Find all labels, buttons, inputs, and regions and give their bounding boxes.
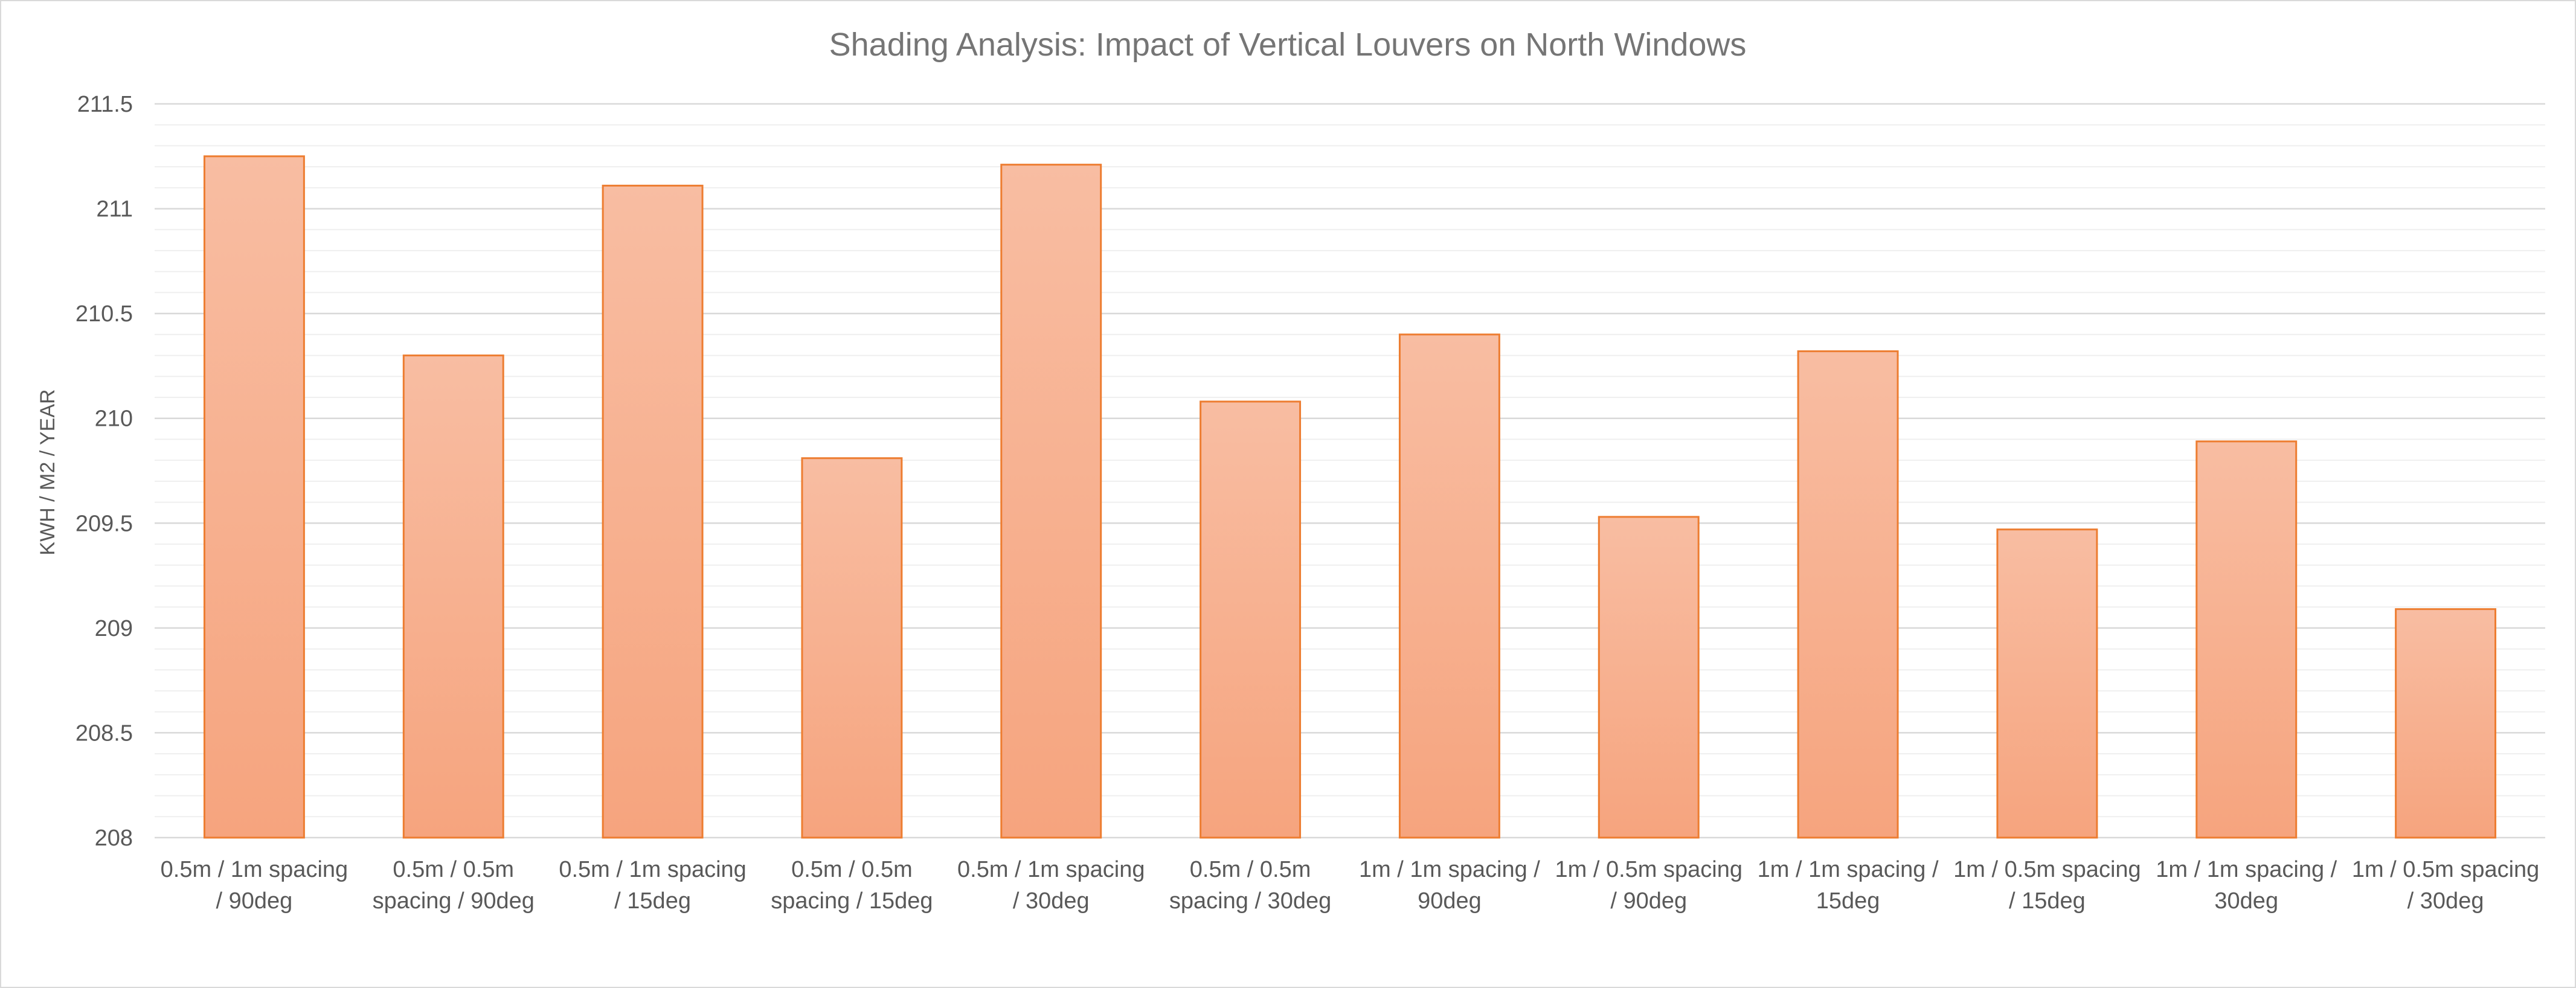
bar bbox=[2195, 440, 2298, 839]
y-tick-label: 208.5 bbox=[75, 720, 133, 746]
bar bbox=[602, 184, 704, 839]
bar bbox=[1200, 400, 1302, 839]
x-tick-label: 1m / 1m spacing /30deg bbox=[2156, 857, 2337, 914]
y-tick-label: 210.5 bbox=[75, 301, 133, 327]
bars bbox=[203, 155, 2497, 839]
y-axis-label: KWH / M2 / YEAR bbox=[36, 389, 59, 555]
x-tick-label: 0.5m / 1m spacing/ 15deg bbox=[559, 857, 746, 914]
x-axis-ticks: 0.5m / 1m spacing/ 90deg 0.5m / 0.5m spaci… bbox=[161, 857, 2540, 914]
major-gridlines bbox=[155, 103, 2545, 839]
bar bbox=[2395, 608, 2497, 839]
x-tick-label: 1m / 1m spacing /15deg bbox=[1758, 857, 1939, 914]
x-tick-label: 1m / 0.5m spacing/ 15deg bbox=[1953, 857, 2141, 914]
y-tick-label: 211 bbox=[96, 197, 133, 222]
y-axis-ticks: 208 208.5 209 209.5 210 210.5 211 211.5 bbox=[75, 92, 133, 851]
bar bbox=[402, 354, 504, 839]
bar bbox=[1598, 516, 1700, 839]
y-tick-label: 210 bbox=[95, 406, 133, 432]
x-tick-label: 0.5m / 1m spacing/ 90deg bbox=[161, 857, 348, 914]
x-tick-label: 0.5m / 1m spacing/ 30deg bbox=[957, 857, 1145, 914]
x-tick-label: 1m / 0.5m spacing/ 90deg bbox=[1555, 857, 1742, 914]
bar bbox=[1797, 350, 1899, 839]
y-tick-label: 211.5 bbox=[77, 92, 133, 117]
y-tick-label: 209.5 bbox=[75, 511, 133, 536]
chart-title: Shading Analysis: Impact of Vertical Lou… bbox=[829, 27, 1747, 63]
x-tick-label: 0.5m / 0.5m spacing / 30deg bbox=[1169, 857, 1331, 914]
x-tick-label: 1m / 1m spacing /90deg bbox=[1359, 857, 1540, 914]
bar bbox=[1996, 528, 2098, 839]
minor-gridlines bbox=[155, 103, 2545, 838]
x-tick-label: 1m / 0.5m spacing/ 30deg bbox=[2352, 857, 2539, 914]
bar bbox=[801, 457, 903, 839]
x-tick-label: 0.5m / 0.5m spacing / 15deg bbox=[771, 857, 933, 914]
bar bbox=[203, 155, 305, 839]
y-tick-label: 209 bbox=[95, 616, 133, 641]
x-tick-label: 0.5m / 0.5m spacing / 90deg bbox=[373, 857, 535, 914]
bar bbox=[1398, 333, 1500, 839]
bar bbox=[1000, 164, 1102, 839]
y-tick-label: 208 bbox=[95, 826, 133, 851]
